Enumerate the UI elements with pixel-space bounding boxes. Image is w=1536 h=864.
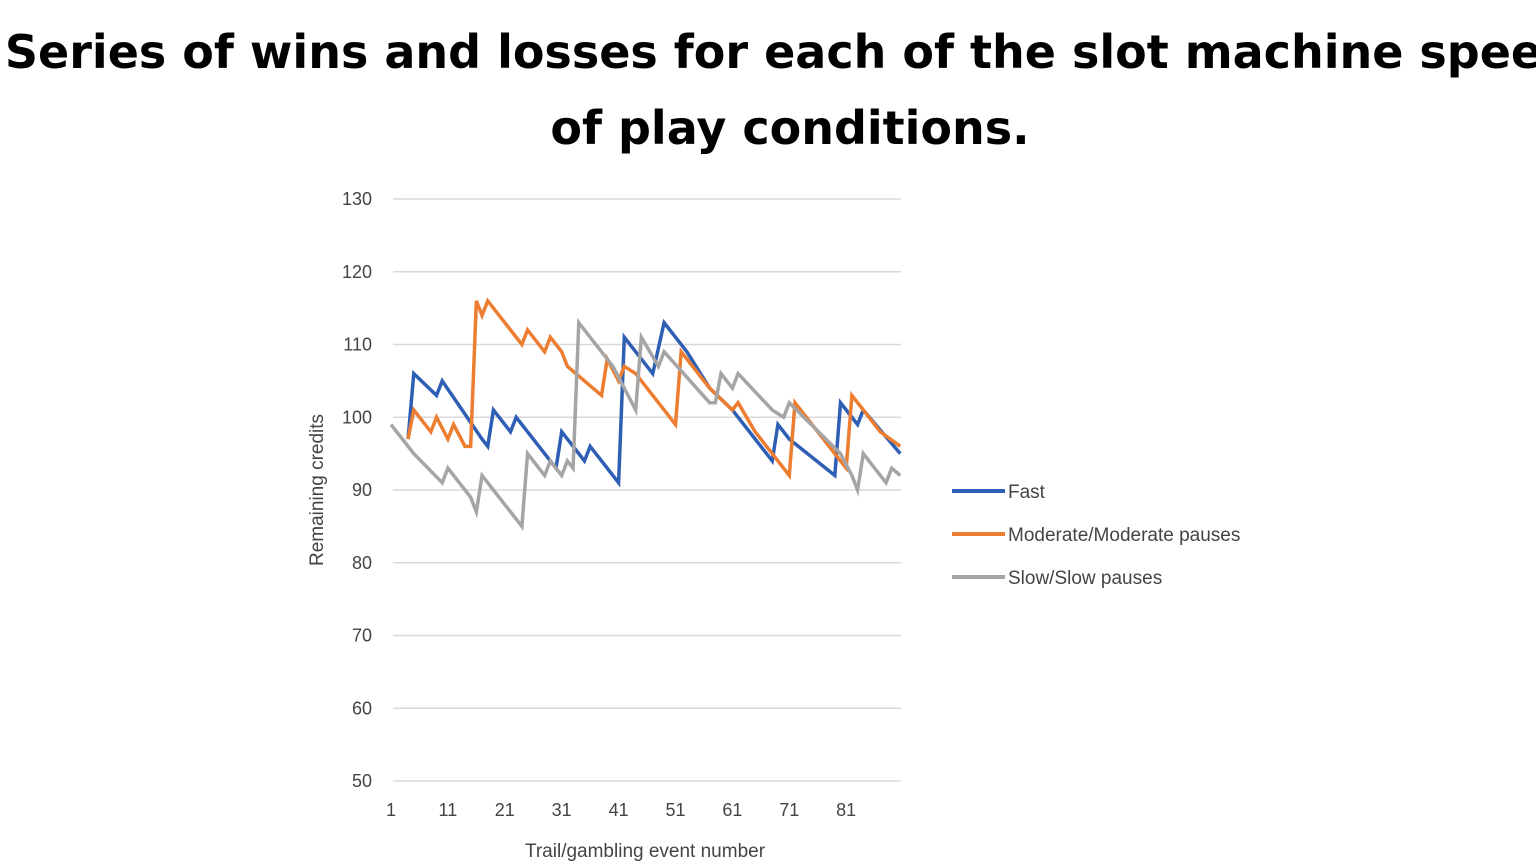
y-tick-label: 90 [352, 480, 372, 500]
chart-title: Series of wins and losses for each of th… [4, 25, 1536, 155]
y-tick-label: 60 [352, 698, 372, 718]
x-tick-label: 31 [552, 800, 572, 820]
x-tick-label: 61 [722, 800, 742, 820]
x-tick-label: 51 [665, 800, 685, 820]
series-line-moderate-moderate-pauses [406, 297, 902, 481]
y-tick-label: 110 [343, 335, 372, 355]
x-tick-label: 1 [386, 800, 396, 820]
x-tick-label: 71 [779, 800, 799, 820]
y-tick-label: 70 [352, 626, 372, 646]
y-tick-label: 130 [342, 189, 372, 209]
x-axis-label: Trail/gambling event number [525, 841, 766, 862]
y-tick-label: 100 [342, 407, 372, 427]
legend-entry: Moderate/Moderate pauses [1008, 525, 1240, 546]
y-tick-label: 120 [342, 262, 372, 282]
y-tick-label: 80 [352, 553, 372, 573]
y-axis-label: Remaining credits [307, 414, 328, 566]
series-line-slow-slow-pauses [389, 317, 902, 531]
series-line-fast [406, 318, 902, 488]
x-tick-label: 11 [439, 800, 458, 820]
legend-entry: Slow/Slow pauses [1008, 568, 1162, 589]
x-tick-label: 21 [495, 800, 515, 820]
y-tick-label: 50 [352, 771, 372, 791]
legend-entry: Fast [1008, 482, 1046, 503]
x-tick-label: 81 [836, 800, 856, 820]
x-tick-label: 41 [609, 800, 629, 820]
